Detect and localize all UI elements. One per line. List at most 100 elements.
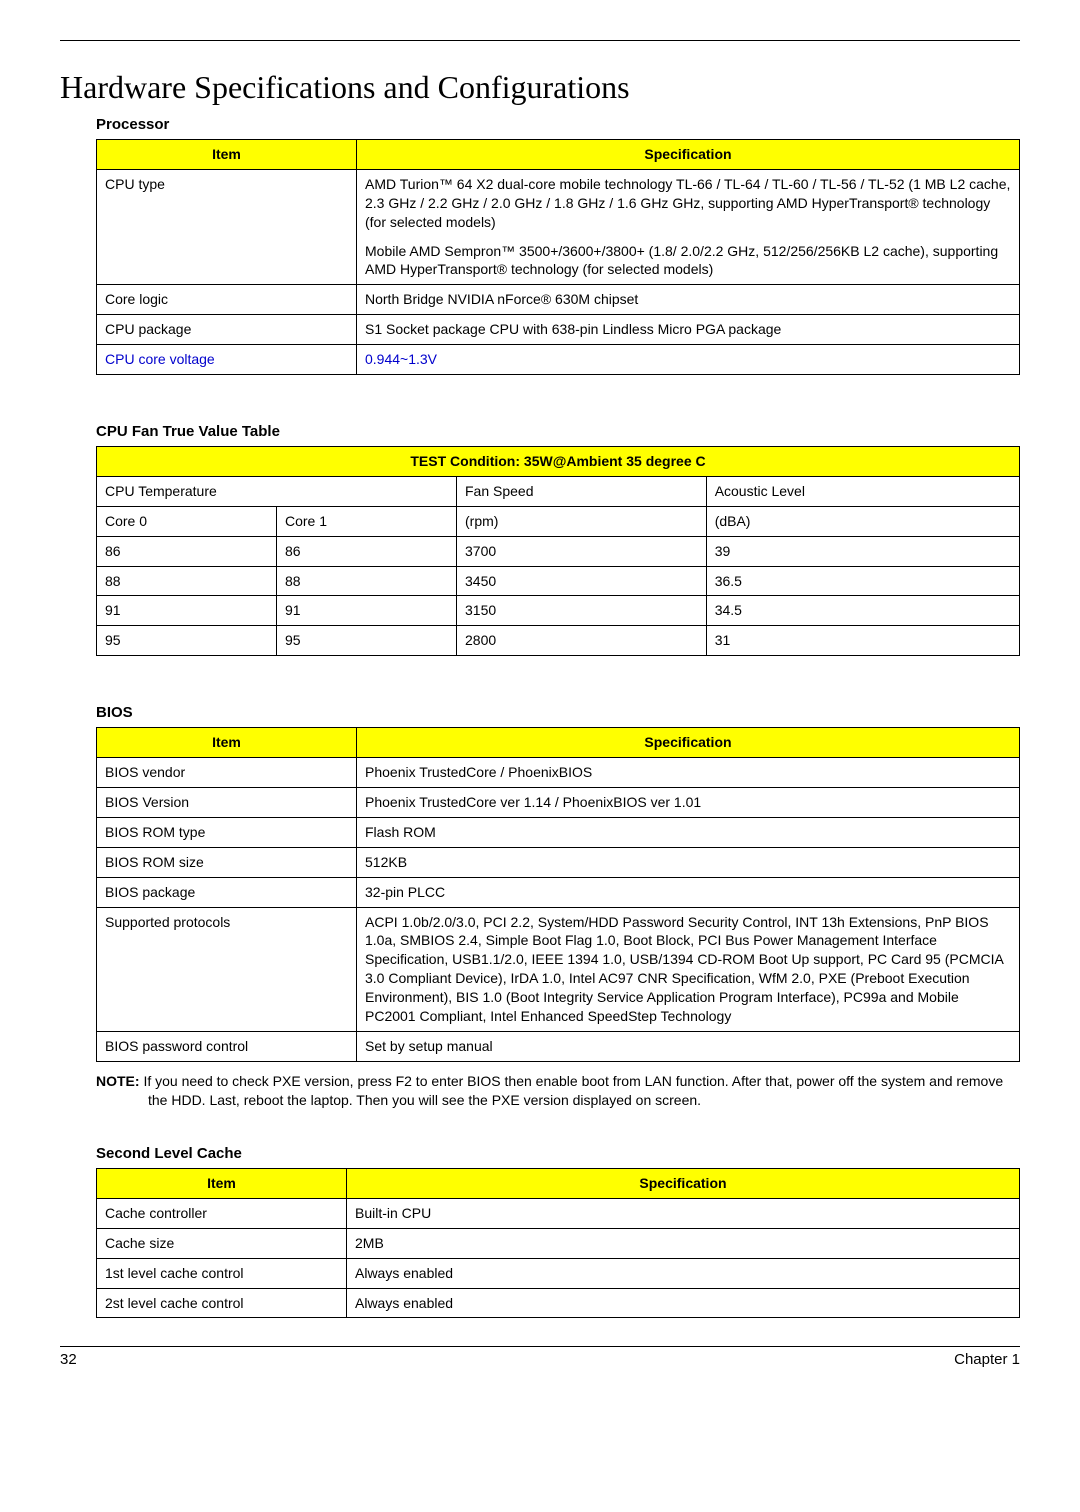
table-row: Cache controllerBuilt-in CPU — [97, 1198, 1020, 1228]
chapter-label: Chapter 1 — [954, 1351, 1020, 1368]
cell-item: BIOS vendor — [97, 758, 357, 788]
cell: 91 — [277, 596, 457, 626]
header-spec: Specification — [357, 728, 1020, 758]
cell-item: BIOS password control — [97, 1031, 357, 1061]
cell-item: BIOS ROM size — [97, 847, 357, 877]
cell-item: Supported protocols — [97, 907, 357, 1031]
header-item: Item — [97, 140, 357, 170]
table-header-row: TEST Condition: 35W@Ambient 35 degree C — [97, 447, 1020, 477]
cell-spec: Always enabled — [347, 1288, 1020, 1318]
cache-heading: Second Level Cache — [96, 1145, 1020, 1162]
table-header-row: Item Specification — [97, 1169, 1020, 1199]
spec-part2: Mobile AMD Sempron™ 3500+/3600+/3800+ (1… — [365, 242, 1011, 280]
cell: 3150 — [457, 596, 707, 626]
cell: (dBA) — [706, 506, 1019, 536]
cell-spec: 512KB — [357, 847, 1020, 877]
cell-item: Cache size — [97, 1228, 347, 1258]
table-header-row: Item Specification — [97, 140, 1020, 170]
spec-part1: AMD Turion™ 64 X2 dual-core mobile techn… — [365, 175, 1011, 232]
note-label: NOTE: — [96, 1073, 140, 1089]
header-item: Item — [97, 728, 357, 758]
cell-item: 1st level cache control — [97, 1258, 347, 1288]
table-row: BIOS password controlSet by setup manual — [97, 1031, 1020, 1061]
cell-item: CPU package — [97, 315, 357, 345]
cell: Core 1 — [277, 506, 457, 536]
cell-spec: 32-pin PLCC — [357, 877, 1020, 907]
cell-item: 2st level cache control — [97, 1288, 347, 1318]
cell-spec: Phoenix TrustedCore / PhoenixBIOS — [357, 758, 1020, 788]
table-row: CPU Temperature Fan Speed Acoustic Level — [97, 476, 1020, 506]
cell-spec: Built-in CPU — [347, 1198, 1020, 1228]
table-row: 86 86 3700 39 — [97, 536, 1020, 566]
cell: 88 — [277, 566, 457, 596]
table-row: 91 91 3150 34.5 — [97, 596, 1020, 626]
cell-item: BIOS ROM type — [97, 817, 357, 847]
table-row: Cache size2MB — [97, 1228, 1020, 1258]
cell-item: CPU core voltage — [97, 345, 357, 375]
table-row: 88 88 3450 36.5 — [97, 566, 1020, 596]
cell-item: BIOS Version — [97, 788, 357, 818]
header-spec: Specification — [347, 1169, 1020, 1199]
cell: (rpm) — [457, 506, 707, 536]
cell-spec: 2MB — [347, 1228, 1020, 1258]
cell-spec: S1 Socket package CPU with 638-pin Lindl… — [357, 315, 1020, 345]
table-row: BIOS ROM size512KB — [97, 847, 1020, 877]
fan-table: TEST Condition: 35W@Ambient 35 degree C … — [96, 446, 1020, 656]
cell: 88 — [97, 566, 277, 596]
table-row: CPU package S1 Socket package CPU with 6… — [97, 315, 1020, 345]
cell-spec: Set by setup manual — [357, 1031, 1020, 1061]
table-header-row: Item Specification — [97, 728, 1020, 758]
cell-item: Cache controller — [97, 1198, 347, 1228]
table-row: BIOS vendorPhoenix TrustedCore / Phoenix… — [97, 758, 1020, 788]
table-row: BIOS VersionPhoenix TrustedCore ver 1.14… — [97, 788, 1020, 818]
table-row: 2st level cache controlAlways enabled — [97, 1288, 1020, 1318]
cell: 91 — [97, 596, 277, 626]
cell-spec: Phoenix TrustedCore ver 1.14 / PhoenixBI… — [357, 788, 1020, 818]
cell: 34.5 — [706, 596, 1019, 626]
fan-header: TEST Condition: 35W@Ambient 35 degree C — [97, 447, 1020, 477]
cell: 3450 — [457, 566, 707, 596]
table-row: CPU type AMD Turion™ 64 X2 dual-core mob… — [97, 169, 1020, 284]
bios-heading: BIOS — [96, 704, 1020, 721]
cell: 95 — [277, 626, 457, 656]
cell: CPU Temperature — [97, 476, 457, 506]
cell-item: Core logic — [97, 285, 357, 315]
cell: 86 — [97, 536, 277, 566]
cell-item: CPU type — [97, 169, 357, 284]
cell-spec: Always enabled — [347, 1258, 1020, 1288]
cell-spec: North Bridge NVIDIA nForce® 630M chipset — [357, 285, 1020, 315]
cell: 86 — [277, 536, 457, 566]
table-row: Supported protocolsACPI 1.0b/2.0/3.0, PC… — [97, 907, 1020, 1031]
cell: 31 — [706, 626, 1019, 656]
cell: 36.5 — [706, 566, 1019, 596]
cell: 95 — [97, 626, 277, 656]
cell-spec: ACPI 1.0b/2.0/3.0, PCI 2.2, System/HDD P… — [357, 907, 1020, 1031]
cell: 2800 — [457, 626, 707, 656]
page-footer: 32 Chapter 1 — [60, 1346, 1020, 1368]
cell: Acoustic Level — [706, 476, 1019, 506]
page-number: 32 — [60, 1351, 77, 1368]
cell-spec: AMD Turion™ 64 X2 dual-core mobile techn… — [357, 169, 1020, 284]
cell: 3700 — [457, 536, 707, 566]
header-spec: Specification — [357, 140, 1020, 170]
cell-spec: Flash ROM — [357, 817, 1020, 847]
bios-table: Item Specification BIOS vendorPhoenix Tr… — [96, 727, 1020, 1062]
table-row: Core logic North Bridge NVIDIA nForce® 6… — [97, 285, 1020, 315]
processor-heading: Processor — [96, 116, 1020, 133]
processor-table: Item Specification CPU type AMD Turion™ … — [96, 139, 1020, 375]
bios-note: NOTE: If you need to check PXE version, … — [96, 1072, 1020, 1111]
header-item: Item — [97, 1169, 347, 1199]
cache-table: Item Specification Cache controllerBuilt… — [96, 1168, 1020, 1318]
page-title: Hardware Specifications and Configuratio… — [60, 69, 1020, 106]
table-row: BIOS ROM typeFlash ROM — [97, 817, 1020, 847]
cell-item: BIOS package — [97, 877, 357, 907]
note-text: If you need to check PXE version, press … — [140, 1073, 1004, 1109]
table-row: Core 0 Core 1 (rpm) (dBA) — [97, 506, 1020, 536]
table-row: CPU core voltage 0.944~1.3V — [97, 345, 1020, 375]
table-row: BIOS package32-pin PLCC — [97, 877, 1020, 907]
table-row: 1st level cache controlAlways enabled — [97, 1258, 1020, 1288]
cell-spec: 0.944~1.3V — [357, 345, 1020, 375]
table-row: 95 95 2800 31 — [97, 626, 1020, 656]
cell: Fan Speed — [457, 476, 707, 506]
fan-heading: CPU Fan True Value Table — [96, 423, 1020, 440]
